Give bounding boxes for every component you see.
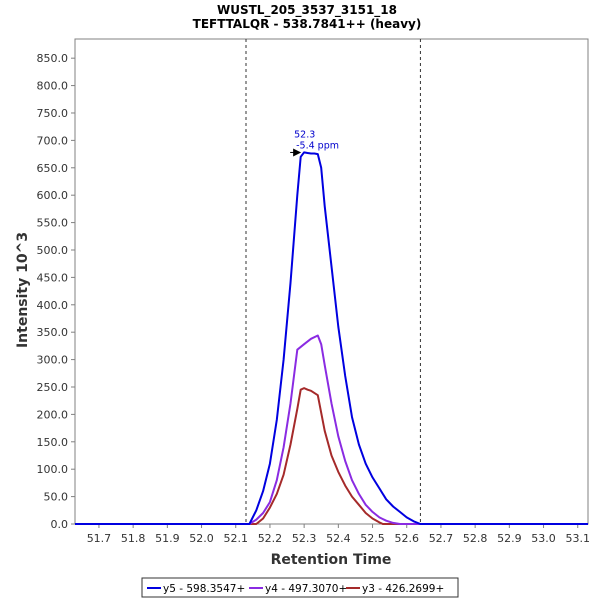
x-tick-label: 52.7	[429, 532, 454, 545]
y-tick-label: 700.0	[37, 134, 69, 147]
x-tick-label: 52.3	[292, 532, 317, 545]
legend-entry: y5 - 598.3547+	[163, 583, 245, 595]
y-tick-label: 800.0	[37, 80, 69, 93]
chart-subtitle: TEFTTALQR - 538.7841++ (heavy)	[193, 17, 422, 31]
x-tick-label: 51.7	[87, 532, 112, 545]
y-tick-label: 350.0	[37, 326, 69, 339]
y-tick-label: 250.0	[37, 381, 69, 394]
y-tick-label: 450.0	[37, 271, 69, 284]
peak-arrow-head	[293, 148, 302, 157]
y-tick-label: 50.0	[44, 491, 69, 504]
peak-annotation-ppm: -5.4 ppm	[296, 140, 339, 151]
y-tick-label: 550.0	[37, 217, 69, 230]
chart-title: WUSTL_205_3537_3151_18	[217, 3, 397, 18]
y-tick-label: 650.0	[37, 162, 69, 175]
plot-frame	[74, 38, 589, 525]
x-tick-label: 52.2	[258, 532, 283, 545]
y-tick-label: 400.0	[37, 299, 69, 312]
y-tick-label: 0.0	[51, 518, 69, 531]
x-tick-label: 52.0	[189, 532, 214, 545]
series-line-y3	[75, 387, 588, 525]
x-tick-label: 53.1	[565, 532, 590, 545]
series-line-y4	[75, 334, 588, 525]
x-tick-label: 52.1	[223, 532, 248, 545]
peak-annotation-rt: 52.3	[294, 129, 315, 140]
x-tick-label: 52.4	[326, 532, 351, 545]
y-tick-label: 300.0	[37, 354, 69, 367]
x-tick-label: 52.5	[360, 532, 385, 545]
x-tick-label: 53.0	[531, 532, 556, 545]
x-tick-label: 51.8	[121, 532, 146, 545]
y-tick-label: 500.0	[37, 244, 69, 257]
legend: y5 - 598.3547+ y4 - 497.3070+ y3 - 426.269…	[141, 577, 459, 598]
x-tick-label: 51.9	[155, 532, 180, 545]
legend-entry: y3 - 426.2699+	[362, 583, 444, 595]
y-tick-label: 600.0	[37, 189, 69, 202]
y-tick-label: 850.0	[37, 52, 69, 65]
series-line-y5	[75, 151, 588, 525]
x-tick-label: 52.9	[497, 532, 522, 545]
y-tick-label: 100.0	[37, 463, 69, 476]
y-tick-label: 150.0	[37, 436, 69, 449]
x-tick-label: 52.6	[394, 532, 419, 545]
y-tick-label: 750.0	[37, 107, 69, 120]
x-tick-label: 52.8	[463, 532, 488, 545]
y-axis-label: Intensity 10^3	[15, 232, 31, 348]
x-axis-label: Retention Time	[271, 552, 392, 568]
legend-box	[141, 577, 459, 598]
y-tick-label: 200.0	[37, 408, 69, 421]
plot-area: 0.0 50.0 100.0 150.0 200.0 250.0 300.0 350.0 400…	[37, 38, 590, 545]
legend-entry: y4 - 497.3070+	[265, 583, 347, 595]
